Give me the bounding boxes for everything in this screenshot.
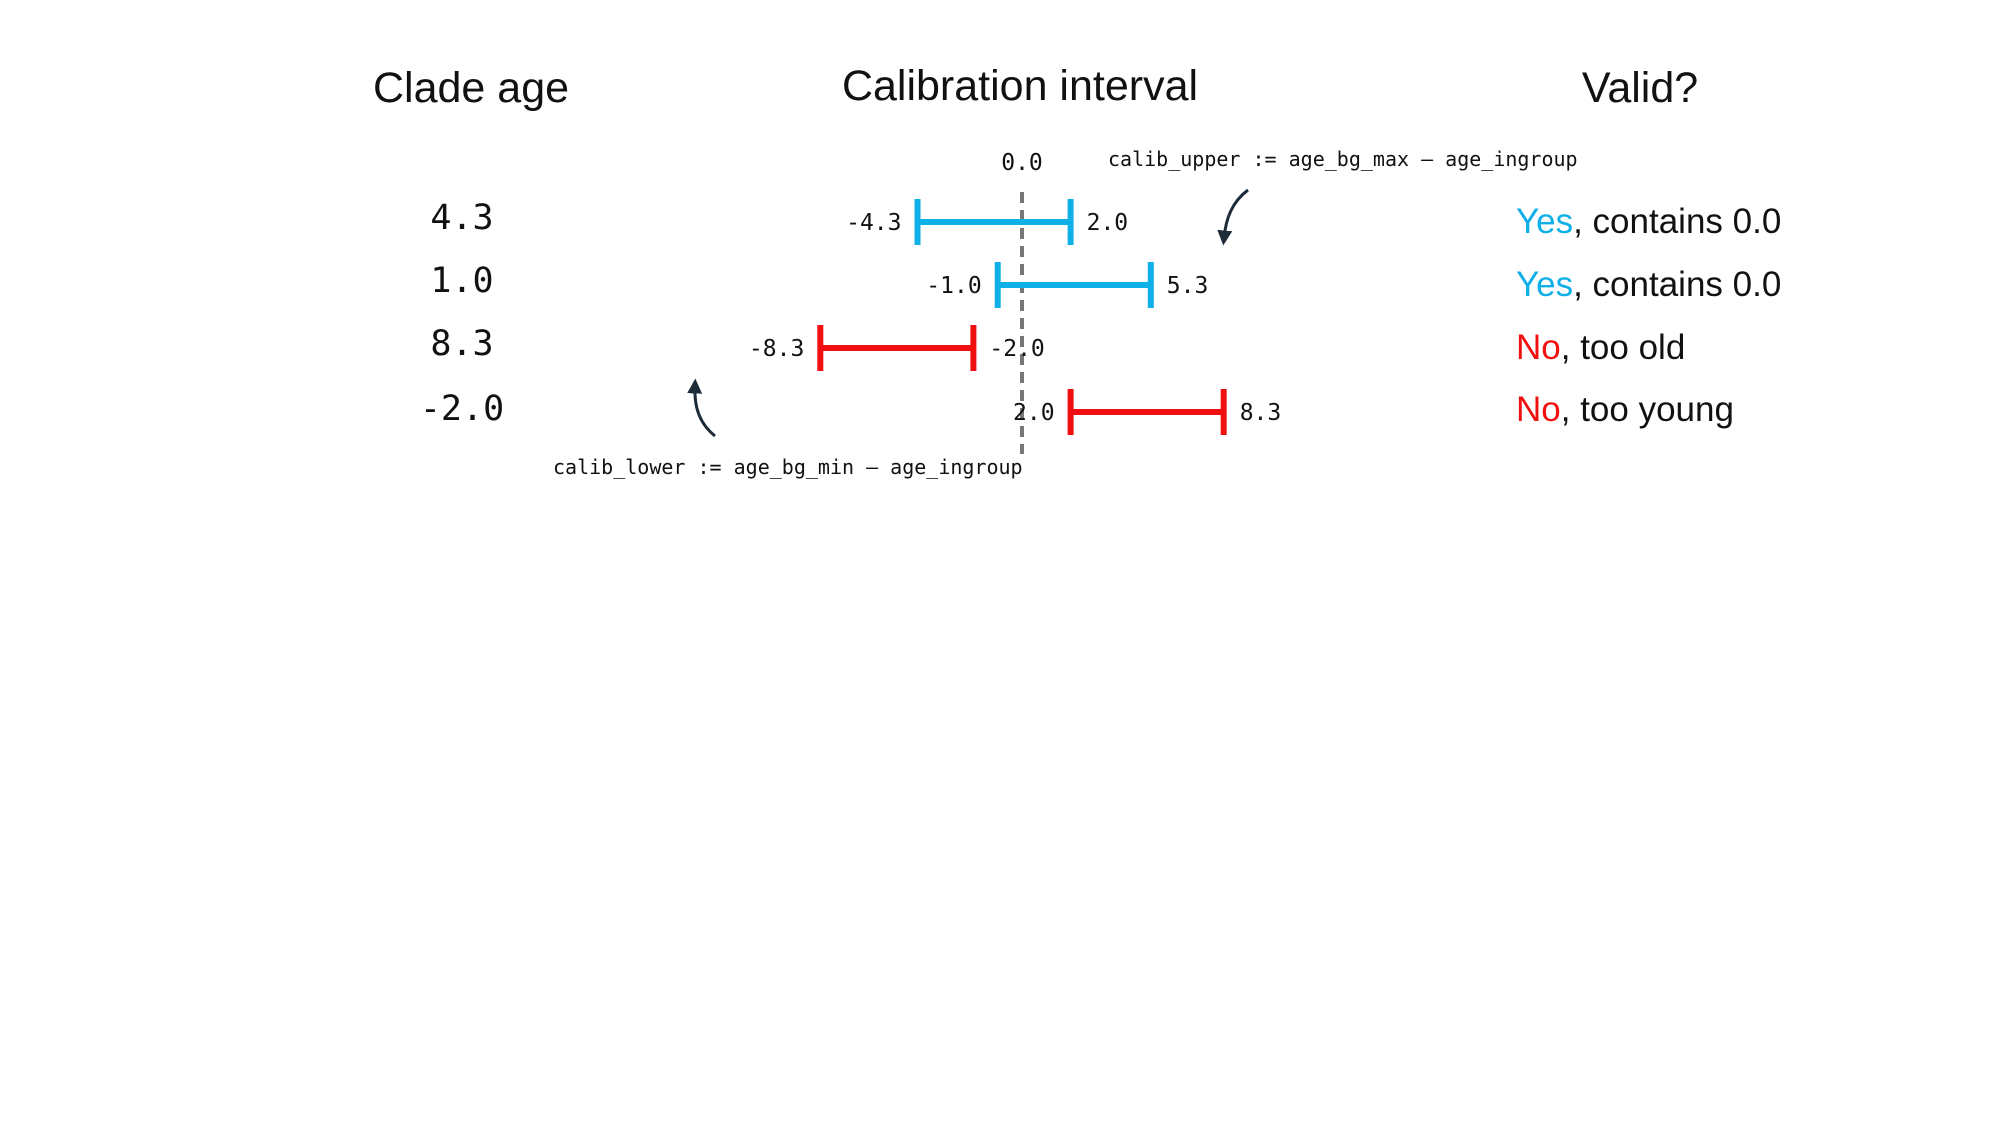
- verdict-word: Yes: [1516, 265, 1574, 304]
- heading-valid: Valid?: [1581, 64, 1699, 112]
- heading-calibration-interval: Calibration interval: [841, 62, 1199, 110]
- verdict: Yes, contains 0.0: [1516, 265, 1781, 305]
- verdict-detail: , too old: [1560, 328, 1686, 367]
- lower-formula-annotation: calib_lower := age_bg_min – age_ingroup: [553, 455, 1023, 479]
- interval-lower-label: -8.3: [749, 336, 804, 362]
- verdict: No, too young: [1516, 390, 1734, 430]
- interval-upper-label: -2.0: [989, 336, 1044, 362]
- clade-age-value: -2.0: [419, 389, 505, 429]
- verdict-detail: , contains 0.0: [1573, 265, 1782, 304]
- upper-formula-arrow: [1217, 188, 1249, 246]
- clade-age-value: 8.3: [430, 324, 494, 364]
- heading-clade-age: Clade age: [372, 64, 570, 112]
- verdict-word: No: [1516, 390, 1561, 429]
- interval-lower-label: -4.3: [846, 210, 901, 236]
- interval-upper-label: 8.3: [1240, 400, 1282, 426]
- clade-age-value: 4.3: [430, 198, 494, 238]
- interval-lower-label: -1.0: [926, 273, 981, 299]
- clade-age-value: 1.0: [430, 261, 494, 301]
- verdict-detail: , too young: [1560, 390, 1734, 429]
- interval-upper-label: 5.3: [1167, 273, 1209, 299]
- lower-formula-arrow: [687, 378, 716, 438]
- verdict: No, too old: [1516, 328, 1685, 368]
- zero-label: 0.0: [1001, 150, 1043, 176]
- upper-formula-annotation: calib_upper := age_bg_max – age_ingroup: [1108, 147, 1578, 171]
- interval-upper-label: 2.0: [1087, 210, 1129, 236]
- verdict-detail: , contains 0.0: [1573, 202, 1782, 241]
- verdict-word: No: [1516, 328, 1561, 367]
- interval-lower-label: 2.0: [1013, 400, 1055, 426]
- verdict: Yes, contains 0.0: [1516, 202, 1781, 242]
- verdict-word: Yes: [1516, 202, 1574, 241]
